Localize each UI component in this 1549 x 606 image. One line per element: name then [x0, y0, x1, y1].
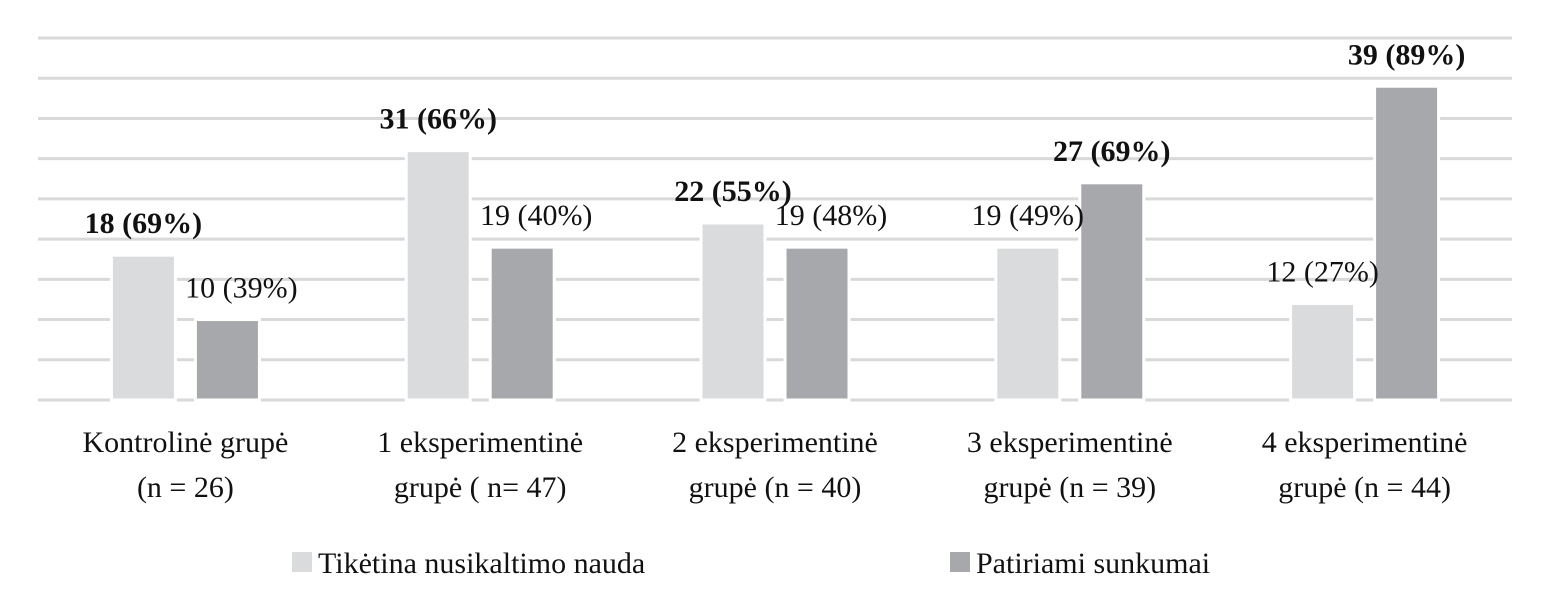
legend: Tikėtina nusikaltimo nauda Patiriami sunk… — [292, 547, 1210, 580]
category-label: 3 eksperimentinė — [967, 426, 1173, 459]
category-label: grupė ( n= 47) — [394, 471, 567, 504]
legend-swatch — [950, 552, 970, 572]
bar — [994, 245, 1062, 402]
category-label: (n = 26) — [137, 471, 234, 504]
legend-label: Tikėtina nusikaltimo nauda — [318, 547, 645, 580]
bar — [699, 221, 767, 402]
bar — [193, 318, 261, 402]
data-label: 27 (69%) — [1053, 135, 1170, 168]
gridlines — [38, 36, 1512, 402]
category-label: Kontrolinė grupė — [83, 426, 289, 459]
category-labels: Kontrolinė grupė (n = 26) 1 eksperimentinė… — [83, 426, 1468, 504]
category-label: 2 eksperimentinė — [672, 426, 878, 459]
data-label: 18 (69%) — [85, 207, 202, 240]
data-label: 22 (55%) — [674, 175, 791, 208]
data-label: 12 (27%) — [1266, 255, 1378, 288]
bar — [488, 245, 556, 402]
bar — [109, 253, 177, 402]
legend-swatch — [292, 552, 312, 572]
data-labels: 18 (69%) 10 (39%) 31 (66%) 19 (40%) 22 (55%)… — [85, 38, 1466, 304]
data-label: 10 (39%) — [185, 272, 297, 305]
bar — [1289, 301, 1357, 402]
bar — [783, 245, 851, 402]
data-label: 19 (49%) — [972, 199, 1084, 232]
category-label: 4 eksperimentinė — [1262, 426, 1468, 459]
bar — [1373, 84, 1441, 402]
category-label: grupė (n = 40) — [689, 471, 862, 504]
bar — [404, 149, 472, 402]
category-label: grupė (n = 39) — [983, 471, 1156, 504]
data-label: 19 (40%) — [480, 199, 592, 232]
legend-label: Patiriami sunkumai — [976, 547, 1210, 580]
data-label: 39 (89%) — [1348, 38, 1465, 71]
data-label: 19 (48%) — [775, 199, 887, 232]
category-label: 1 eksperimentinė — [377, 426, 583, 459]
bars — [109, 84, 1441, 402]
data-label: 31 (66%) — [379, 103, 496, 136]
bar — [1078, 181, 1146, 402]
category-label: grupė (n = 44) — [1278, 471, 1451, 504]
